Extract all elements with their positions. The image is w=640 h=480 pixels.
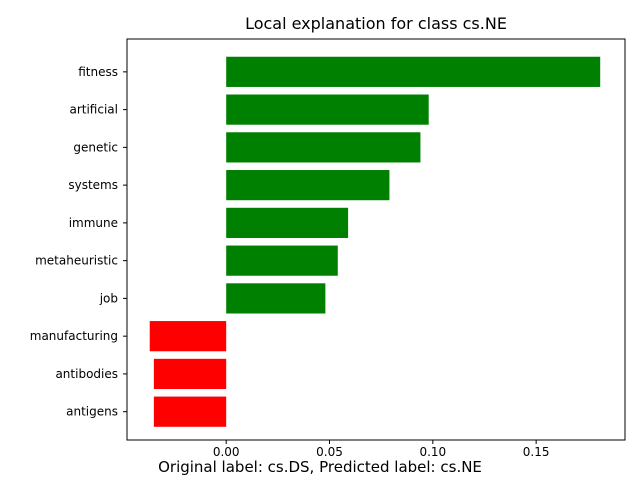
bar-genetic bbox=[226, 132, 421, 163]
bar-artificial bbox=[226, 94, 429, 125]
chart-title: Local explanation for class cs.NE bbox=[245, 14, 507, 33]
bar-metaheuristic bbox=[226, 245, 338, 276]
x-tick-label-0.00: 0.00 bbox=[213, 445, 240, 459]
y-tick-label-genetic: genetic bbox=[73, 140, 118, 154]
axes-frame bbox=[126, 38, 626, 441]
y-tick-label-artificial: artificial bbox=[69, 103, 118, 117]
prediction-caption: Original label: cs.DS, Predicted label: … bbox=[158, 458, 482, 476]
plot-area: fitness artificial genetic systems immune met… bbox=[30, 38, 626, 459]
y-tick-label-metaheuristic: metaheuristic bbox=[35, 254, 118, 268]
y-tick-label-immune: immune bbox=[69, 216, 118, 230]
bar-job bbox=[226, 283, 326, 314]
y-tick-label-manufacturing: manufacturing bbox=[30, 329, 118, 343]
y-tick-label-antigens: antigens bbox=[66, 405, 118, 419]
y-tick-label-job: job bbox=[99, 291, 118, 305]
bar-immune bbox=[226, 207, 349, 238]
x-tick-label-0.10: 0.10 bbox=[419, 445, 446, 459]
x-tick-label-0.05: 0.05 bbox=[316, 445, 343, 459]
bar-manufacturing bbox=[149, 321, 227, 352]
y-tick-label-antibodies: antibodies bbox=[55, 367, 118, 381]
bar-fitness bbox=[226, 56, 601, 87]
y-tick-label-systems: systems bbox=[68, 178, 118, 192]
bar-antigens bbox=[153, 396, 227, 427]
y-tick-label-fitness: fitness bbox=[78, 65, 118, 79]
bar-antibodies bbox=[153, 358, 227, 390]
bar-systems bbox=[226, 170, 390, 201]
x-tick-label-0.15: 0.15 bbox=[523, 445, 550, 459]
